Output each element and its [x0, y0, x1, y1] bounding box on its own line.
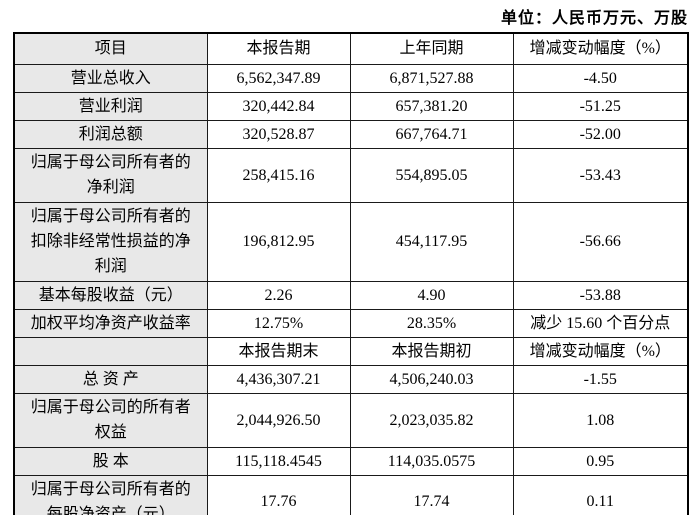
- metric-label-cell: 股 本: [13, 446, 208, 476]
- prior-value-cell: 657,381.20: [349, 91, 514, 121]
- change-value-cell: 0.95: [512, 446, 689, 476]
- table-row: 总 资 产 4,436,307.21 4,506,240.03 -1.55: [13, 364, 689, 394]
- metric-label-cell: 营业总收入: [13, 63, 208, 93]
- col-header-change-pct-2: 增减变动幅度（%）: [512, 336, 689, 366]
- col-header-prior-period: 上年同期: [349, 32, 514, 65]
- subheader-empty-cell: [13, 336, 208, 366]
- metric-label-cell: 总 资 产: [13, 364, 208, 394]
- table-row: 归属于母公司所有者的 每股净资产（元） 17.76 17.74 0.11: [13, 474, 689, 515]
- change-value-cell: 1.08: [512, 392, 689, 448]
- change-value-cell: -51.25: [512, 91, 689, 121]
- table-row: 基本每股收益（元） 2.26 4.90 -53.88: [13, 280, 689, 310]
- current-value-cell: 320,528.87: [206, 119, 351, 149]
- prior-value-cell: 6,871,527.88: [349, 63, 514, 93]
- col-header-period-start: 本报告期初: [349, 336, 514, 366]
- period-end-value-cell: 4,436,307.21: [206, 364, 351, 394]
- metric-label-cell: 营业利润: [13, 91, 208, 121]
- table-row: 归属于母公司的所有者 权益 2,044,926.50 2,023,035.82 …: [13, 392, 689, 448]
- table-row: 归属于母公司所有者的 净利润 258,415.16 554,895.05 -53…: [13, 147, 689, 203]
- col-header-period-end: 本报告期末: [206, 336, 351, 366]
- change-value-cell: -53.88: [512, 280, 689, 310]
- current-value-cell: 320,442.84: [206, 91, 351, 121]
- col-header-item: 项目: [13, 32, 208, 65]
- current-value-cell: 6,562,347.89: [206, 63, 351, 93]
- metric-label-cell: 基本每股收益（元）: [13, 280, 208, 310]
- table-row: 营业总收入 6,562,347.89 6,871,527.88 -4.50: [13, 63, 689, 93]
- financial-summary-table: 项目 本报告期 上年同期 增减变动幅度（%） 营业总收入 6,562,347.8…: [13, 32, 689, 515]
- prior-value-cell: 28.35%: [349, 308, 514, 338]
- current-value-cell: 258,415.16: [206, 147, 351, 203]
- metric-label-cell: 归属于母公司所有者的 每股净资产（元）: [13, 474, 208, 515]
- period-start-value-cell: 2,023,035.82: [349, 392, 514, 448]
- table-row: 股 本 115,118.4545 114,035.0575 0.95: [13, 446, 689, 476]
- change-value-cell: -4.50: [512, 63, 689, 93]
- col-header-change-pct: 增减变动幅度（%）: [512, 32, 689, 65]
- table-subheader-row: 本报告期末 本报告期初 增减变动幅度（%）: [13, 336, 689, 366]
- period-end-value-cell: 2,044,926.50: [206, 392, 351, 448]
- prior-value-cell: 667,764.71: [349, 119, 514, 149]
- prior-value-cell: 4.90: [349, 280, 514, 310]
- current-value-cell: 2.26: [206, 280, 351, 310]
- unit-label: 单位：人民币万元、万股: [500, 10, 688, 27]
- period-start-value-cell: 4,506,240.03: [349, 364, 514, 394]
- metric-label-cell: 归属于母公司所有者的 扣除非经常性损益的净 利润: [13, 201, 208, 282]
- prior-value-cell: 454,117.95: [349, 201, 514, 282]
- metric-label-cell: 归属于母公司所有者的 净利润: [13, 147, 208, 203]
- metric-label-cell: 归属于母公司的所有者 权益: [13, 392, 208, 448]
- period-start-value-cell: 114,035.0575: [349, 446, 514, 476]
- period-end-value-cell: 115,118.4545: [206, 446, 351, 476]
- prior-value-cell: 554,895.05: [349, 147, 514, 203]
- current-value-cell: 196,812.95: [206, 201, 351, 282]
- period-end-value-cell: 17.76: [206, 474, 351, 515]
- period-start-value-cell: 17.74: [349, 474, 514, 515]
- table-header-row: 项目 本报告期 上年同期 增减变动幅度（%）: [13, 32, 689, 65]
- change-value-cell: 0.11: [512, 474, 689, 515]
- table-row: 营业利润 320,442.84 657,381.20 -51.25: [13, 91, 689, 121]
- current-value-cell: 12.75%: [206, 308, 351, 338]
- change-value-cell: -52.00: [512, 119, 689, 149]
- change-value-cell: -1.55: [512, 364, 689, 394]
- table-row: 加权平均净资产收益率 12.75% 28.35% 减少 15.60 个百分点: [13, 308, 689, 338]
- metric-label-cell: 利润总额: [13, 119, 208, 149]
- change-value-cell: -53.43: [512, 147, 689, 203]
- change-value-cell: -56.66: [512, 201, 689, 282]
- col-header-current-period: 本报告期: [206, 32, 351, 65]
- change-value-cell: 减少 15.60 个百分点: [512, 308, 689, 338]
- table-row: 利润总额 320,528.87 667,764.71 -52.00: [13, 119, 689, 149]
- table-row: 归属于母公司所有者的 扣除非经常性损益的净 利润 196,812.95 454,…: [13, 201, 689, 282]
- metric-label-cell: 加权平均净资产收益率: [13, 308, 208, 338]
